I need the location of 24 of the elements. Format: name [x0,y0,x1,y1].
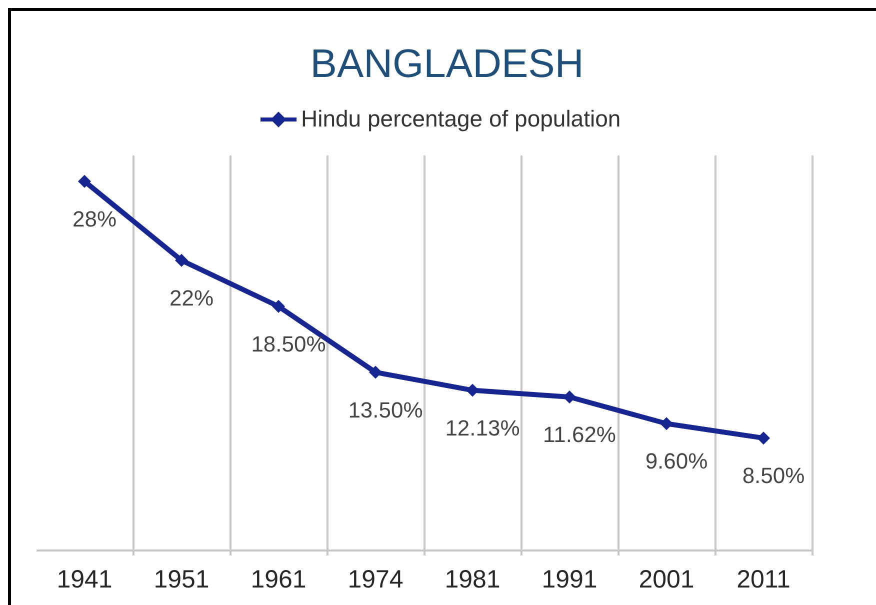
data-label: 22% [169,285,214,310]
point [272,300,286,313]
x-tick-label: 1981 [444,566,500,594]
legend-label: Hindu percentage of population [301,106,621,132]
point [174,254,188,267]
x-tick-label: 1974 [348,566,404,594]
data-label: 18.50% [251,331,326,356]
x-tick-label: 1961 [250,566,306,594]
data-label: 28% [72,206,117,232]
x-tick-label: 1941 [56,566,112,594]
point [368,366,382,379]
x-tick-label: 1951 [154,566,210,594]
data-label: 12.13% [445,415,520,440]
chart-title: BANGLADESH [310,42,584,86]
point [78,174,92,188]
data-label: 11.62% [543,422,616,448]
point [660,417,674,430]
data-label: 9.60% [645,448,708,474]
data-label: 13.50% [348,397,423,422]
point [756,432,770,445]
data-label: 8.50% [742,463,805,488]
x-tick-label: 1991 [542,566,598,594]
x-tick-label: 2001 [638,566,694,594]
x-tick-label: 2011 [736,566,790,594]
